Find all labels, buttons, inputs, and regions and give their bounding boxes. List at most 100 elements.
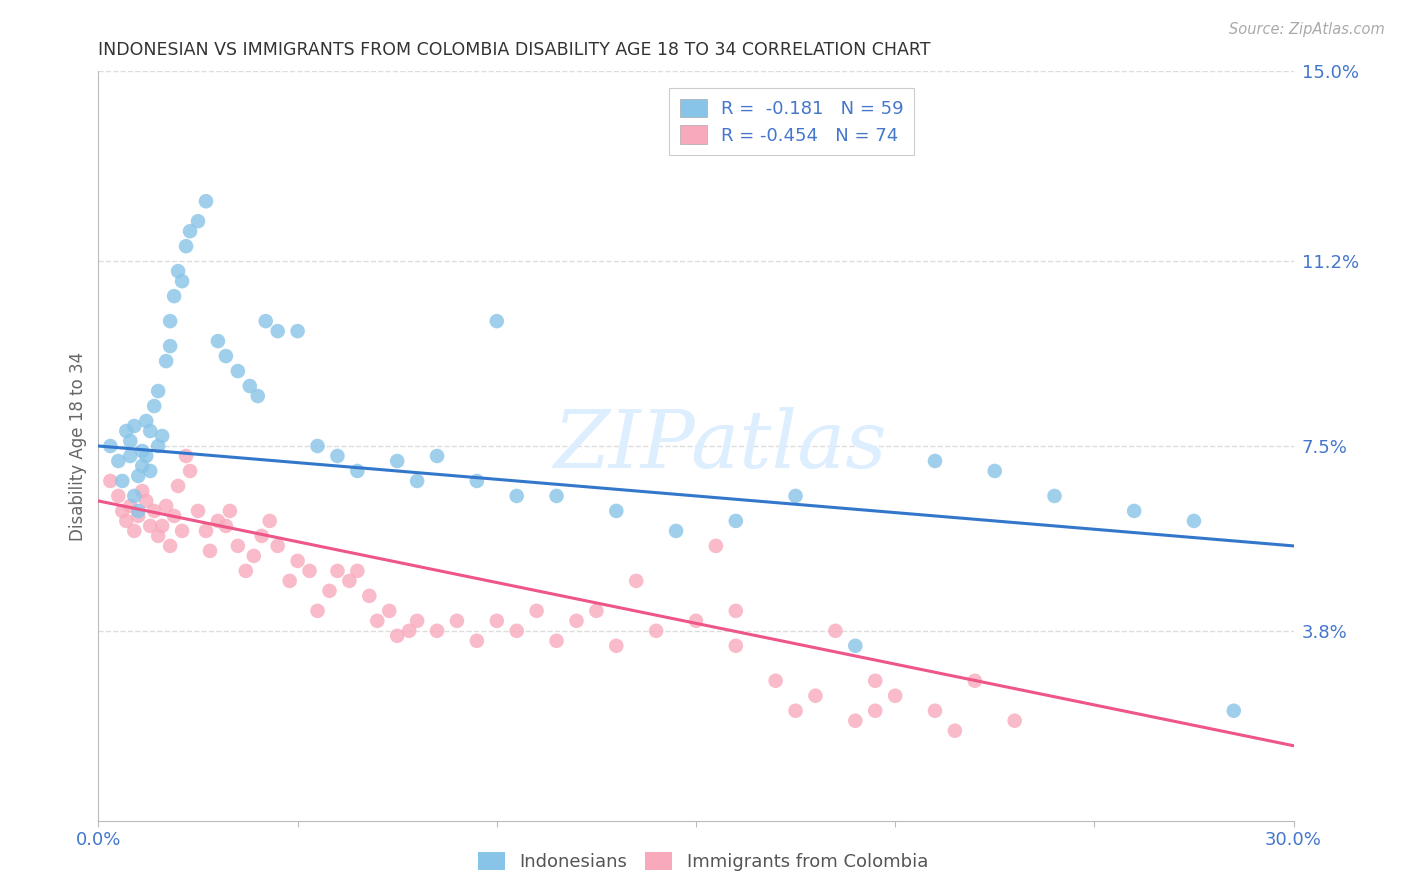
Point [150, 519, 173, 533]
Point [107, 454, 129, 468]
Point [226, 364, 249, 378]
Point [174, 449, 197, 463]
Point [785, 704, 807, 718]
Point [278, 574, 301, 588]
Point [226, 539, 249, 553]
Point [1043, 489, 1066, 503]
Point [219, 504, 242, 518]
Point [485, 614, 508, 628]
Point [984, 464, 1007, 478]
Text: INDONESIAN VS IMMIGRANTS FROM COLOMBIA DISABILITY AGE 18 TO 34 CORRELATION CHART: INDONESIAN VS IMMIGRANTS FROM COLOMBIA D… [98, 41, 931, 59]
Point [585, 604, 607, 618]
Point [485, 314, 508, 328]
Point [565, 614, 588, 628]
Point [135, 449, 157, 463]
Point [172, 274, 194, 288]
Point [406, 614, 429, 628]
Point [195, 194, 218, 209]
Point [605, 639, 627, 653]
Point [685, 614, 707, 628]
Point [339, 574, 361, 588]
Point [359, 589, 381, 603]
Point [174, 239, 197, 253]
Point [127, 469, 149, 483]
Point [298, 564, 321, 578]
Point [167, 264, 190, 278]
Point [804, 689, 827, 703]
Point [546, 633, 568, 648]
Point [765, 673, 787, 688]
Point [179, 464, 201, 478]
Point [406, 474, 429, 488]
Point [159, 539, 181, 553]
Point [645, 624, 668, 638]
Point [844, 639, 866, 653]
Point [124, 489, 146, 503]
Point [115, 424, 138, 438]
Point [605, 504, 627, 518]
Point [135, 494, 157, 508]
Point [326, 564, 349, 578]
Point [148, 529, 170, 543]
Point [724, 514, 747, 528]
Point [198, 544, 221, 558]
Point [235, 564, 257, 578]
Point [107, 489, 129, 503]
Point [150, 429, 173, 443]
Point [187, 504, 209, 518]
Point [139, 464, 162, 478]
Legend: R =  -0.181   N = 59, R = -0.454   N = 74: R = -0.181 N = 59, R = -0.454 N = 74 [669, 88, 914, 155]
Point [155, 499, 177, 513]
Point [378, 604, 401, 618]
Point [98, 439, 122, 453]
Point [159, 314, 181, 328]
Point [207, 514, 229, 528]
Point [139, 519, 162, 533]
Point [179, 224, 201, 238]
Point [187, 214, 209, 228]
Point [135, 414, 157, 428]
Point [120, 434, 142, 448]
Point [267, 539, 290, 553]
Point [131, 444, 153, 458]
Point [398, 624, 420, 638]
Point [824, 624, 846, 638]
Point [1182, 514, 1205, 528]
Point [307, 604, 329, 618]
Point [207, 334, 229, 348]
Point [120, 449, 142, 463]
Point [163, 289, 186, 303]
Point [131, 458, 153, 473]
Point [287, 324, 309, 338]
Point [426, 624, 449, 638]
Point [385, 629, 409, 643]
Point [446, 614, 468, 628]
Point [924, 704, 946, 718]
Point [724, 604, 747, 618]
Point [120, 499, 142, 513]
Point [98, 474, 122, 488]
Point [124, 419, 146, 434]
Point [346, 564, 368, 578]
Y-axis label: Disability Age 18 to 34: Disability Age 18 to 34 [69, 351, 87, 541]
Point [215, 519, 238, 533]
Point [250, 529, 273, 543]
Point [426, 449, 449, 463]
Point [111, 504, 134, 518]
Point [239, 379, 262, 393]
Point [626, 574, 648, 588]
Point [155, 354, 177, 368]
Point [526, 604, 548, 618]
Legend: Indonesians, Immigrants from Colombia: Indonesians, Immigrants from Colombia [471, 845, 935, 879]
Point [124, 524, 146, 538]
Point [884, 689, 907, 703]
Point [127, 504, 149, 518]
Point [385, 454, 409, 468]
Point [1123, 504, 1146, 518]
Point [366, 614, 388, 628]
Point [115, 514, 138, 528]
Point [195, 524, 218, 538]
Point [724, 639, 747, 653]
Point [865, 673, 887, 688]
Point [844, 714, 866, 728]
